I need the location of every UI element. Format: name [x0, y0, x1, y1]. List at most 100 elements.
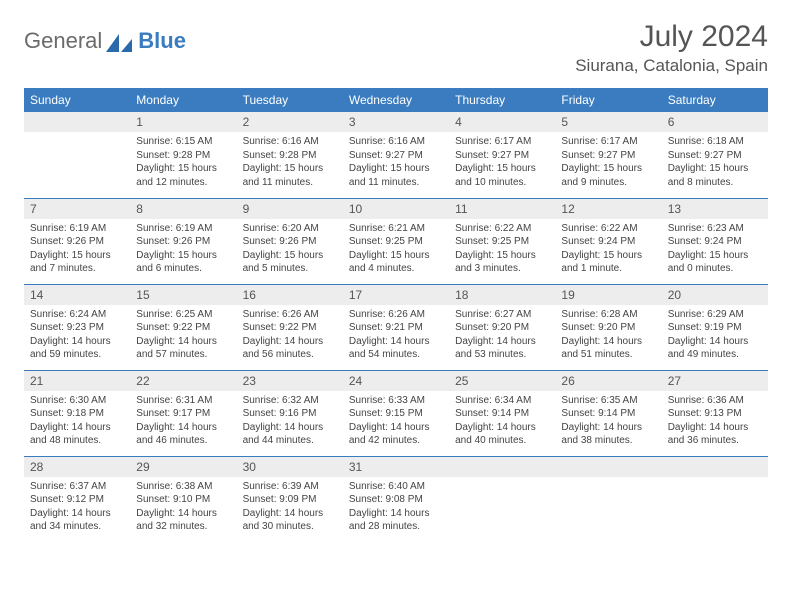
day-number: 13 [662, 199, 768, 219]
daylight-text: Daylight: 15 hours and 11 minutes. [349, 162, 443, 189]
day-number: 10 [343, 199, 449, 219]
logo: GeneralBlue [24, 28, 186, 54]
sunrise-text: Sunrise: 6:37 AM [30, 480, 124, 494]
sunrise-text: Sunrise: 6:16 AM [243, 135, 337, 149]
day-number: 25 [449, 371, 555, 391]
sunrise-text: Sunrise: 6:15 AM [136, 135, 230, 149]
week-row: 1Sunrise: 6:15 AMSunset: 9:28 PMDaylight… [24, 112, 768, 198]
day-header: Tuesday [237, 88, 343, 112]
sunset-text: Sunset: 9:16 PM [243, 407, 337, 421]
sunrise-text: Sunrise: 6:26 AM [243, 308, 337, 322]
sunset-text: Sunset: 9:13 PM [668, 407, 762, 421]
page-subtitle: Siurana, Catalonia, Spain [575, 56, 768, 76]
day-number: 12 [555, 199, 661, 219]
day-cell: 27Sunrise: 6:36 AMSunset: 9:13 PMDayligh… [662, 370, 768, 456]
daylight-text: Daylight: 14 hours and 32 minutes. [136, 507, 230, 534]
sunrise-text: Sunrise: 6:19 AM [136, 222, 230, 236]
sunrise-text: Sunrise: 6:20 AM [243, 222, 337, 236]
logo-text-1: General [24, 28, 102, 54]
day-header: Friday [555, 88, 661, 112]
day-cell: 12Sunrise: 6:22 AMSunset: 9:24 PMDayligh… [555, 198, 661, 284]
day-cell: 11Sunrise: 6:22 AMSunset: 9:25 PMDayligh… [449, 198, 555, 284]
day-content: Sunrise: 6:32 AMSunset: 9:16 PMDaylight:… [237, 391, 343, 454]
sunset-text: Sunset: 9:27 PM [668, 149, 762, 163]
day-cell: 21Sunrise: 6:30 AMSunset: 9:18 PMDayligh… [24, 370, 130, 456]
day-cell: 8Sunrise: 6:19 AMSunset: 9:26 PMDaylight… [130, 198, 236, 284]
day-number: 3 [343, 112, 449, 132]
week-row: 7Sunrise: 6:19 AMSunset: 9:26 PMDaylight… [24, 198, 768, 284]
sunrise-text: Sunrise: 6:21 AM [349, 222, 443, 236]
day-content: Sunrise: 6:37 AMSunset: 9:12 PMDaylight:… [24, 477, 130, 540]
sunrise-text: Sunrise: 6:34 AM [455, 394, 549, 408]
day-content: Sunrise: 6:33 AMSunset: 9:15 PMDaylight:… [343, 391, 449, 454]
daylight-text: Daylight: 14 hours and 59 minutes. [30, 335, 124, 362]
sunset-text: Sunset: 9:14 PM [455, 407, 549, 421]
day-content: Sunrise: 6:17 AMSunset: 9:27 PMDaylight:… [449, 132, 555, 195]
sunset-text: Sunset: 9:25 PM [349, 235, 443, 249]
day-cell: 10 Sunrise: 6:21 AMSunset: 9:25 PMDayligh… [343, 198, 449, 284]
day-content: Sunrise: 6:19 AMSunset: 9:26 PMDaylight:… [130, 219, 236, 282]
day-number: 23 [237, 371, 343, 391]
sunset-text: Sunset: 9:28 PM [136, 149, 230, 163]
daylight-text: Daylight: 14 hours and 48 minutes. [30, 421, 124, 448]
header: GeneralBlue July 2024 Siurana, Catalonia… [24, 20, 768, 76]
daylight-text: Daylight: 14 hours and 57 minutes. [136, 335, 230, 362]
day-number [555, 457, 661, 477]
day-number: 9 [237, 199, 343, 219]
daylight-text: Daylight: 14 hours and 49 minutes. [668, 335, 762, 362]
sunrise-text: Sunrise: 6:25 AM [136, 308, 230, 322]
sunset-text: Sunset: 9:28 PM [243, 149, 337, 163]
day-header-row: Sunday Monday Tuesday Wednesday Thursday… [24, 88, 768, 112]
day-cell: 28Sunrise: 6:37 AMSunset: 9:12 PMDayligh… [24, 456, 130, 542]
daylight-text: Daylight: 15 hours and 12 minutes. [136, 162, 230, 189]
sunrise-text: Sunrise: 6:29 AM [668, 308, 762, 322]
daylight-text: Daylight: 15 hours and 1 minute. [561, 249, 655, 276]
day-number: 19 [555, 285, 661, 305]
daylight-text: Daylight: 14 hours and 36 minutes. [668, 421, 762, 448]
day-header: Thursday [449, 88, 555, 112]
daylight-text: Daylight: 15 hours and 9 minutes. [561, 162, 655, 189]
day-number [662, 457, 768, 477]
page-title: July 2024 [575, 20, 768, 54]
sunrise-text: Sunrise: 6:31 AM [136, 394, 230, 408]
day-content: Sunrise: 6:23 AMSunset: 9:24 PMDaylight:… [662, 219, 768, 282]
day-content: Sunrise: 6:16 AMSunset: 9:28 PMDaylight:… [237, 132, 343, 195]
week-row: 14Sunrise: 6:24 AMSunset: 9:23 PMDayligh… [24, 284, 768, 370]
sunset-text: Sunset: 9:15 PM [349, 407, 443, 421]
sunset-text: Sunset: 9:26 PM [243, 235, 337, 249]
day-header: Wednesday [343, 88, 449, 112]
sunset-text: Sunset: 9:12 PM [30, 493, 124, 507]
day-cell: 4Sunrise: 6:17 AMSunset: 9:27 PMDaylight… [449, 112, 555, 198]
day-cell: 30Sunrise: 6:39 AMSunset: 9:09 PMDayligh… [237, 456, 343, 542]
daylight-text: Daylight: 15 hours and 4 minutes. [349, 249, 443, 276]
sunrise-text: Sunrise: 6:33 AM [349, 394, 443, 408]
sunset-text: Sunset: 9:21 PM [349, 321, 443, 335]
sunrise-text: Sunrise: 6:22 AM [561, 222, 655, 236]
sunset-text: Sunset: 9:23 PM [30, 321, 124, 335]
sunset-text: Sunset: 9:27 PM [349, 149, 443, 163]
day-number: 1 [130, 112, 236, 132]
sunrise-text: Sunrise: 6:32 AM [243, 394, 337, 408]
sunrise-text: Sunrise: 6:38 AM [136, 480, 230, 494]
day-cell: 6Sunrise: 6:18 AMSunset: 9:27 PMDaylight… [662, 112, 768, 198]
daylight-text: Daylight: 14 hours and 53 minutes. [455, 335, 549, 362]
day-number: 8 [130, 199, 236, 219]
daylight-text: Daylight: 14 hours and 40 minutes. [455, 421, 549, 448]
day-cell: 22Sunrise: 6:31 AMSunset: 9:17 PMDayligh… [130, 370, 236, 456]
sunrise-text: Sunrise: 6:19 AM [30, 222, 124, 236]
daylight-text: Daylight: 14 hours and 30 minutes. [243, 507, 337, 534]
day-content: Sunrise: 6:15 AMSunset: 9:28 PMDaylight:… [130, 132, 236, 195]
day-cell: 23Sunrise: 6:32 AMSunset: 9:16 PMDayligh… [237, 370, 343, 456]
daylight-text: Daylight: 15 hours and 6 minutes. [136, 249, 230, 276]
sunset-text: Sunset: 9:22 PM [243, 321, 337, 335]
day-number: 24 [343, 371, 449, 391]
day-cell: 20Sunrise: 6:29 AMSunset: 9:19 PMDayligh… [662, 284, 768, 370]
day-content: Sunrise: 6:16 AMSunset: 9:27 PMDaylight:… [343, 132, 449, 195]
sunset-text: Sunset: 9:25 PM [455, 235, 549, 249]
day-header: Monday [130, 88, 236, 112]
sunset-text: Sunset: 9:14 PM [561, 407, 655, 421]
day-number [449, 457, 555, 477]
daylight-text: Daylight: 15 hours and 8 minutes. [668, 162, 762, 189]
sunset-text: Sunset: 9:20 PM [561, 321, 655, 335]
daylight-text: Daylight: 15 hours and 10 minutes. [455, 162, 549, 189]
